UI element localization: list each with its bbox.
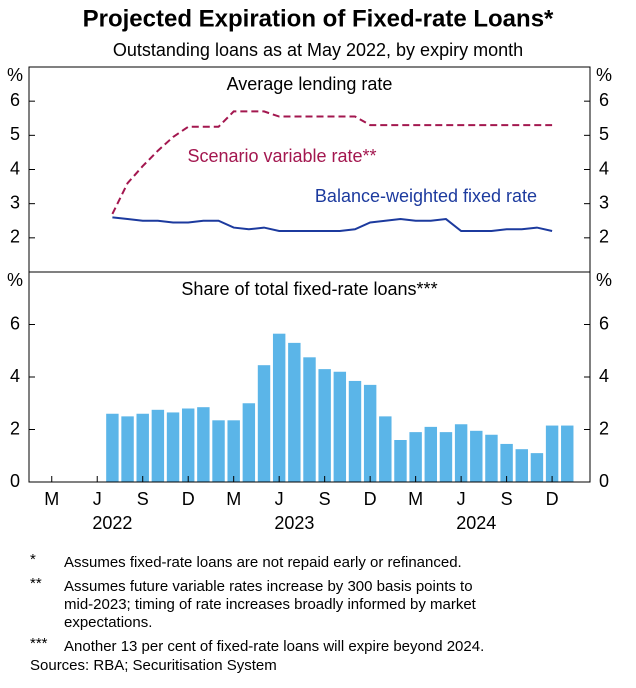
bar xyxy=(318,369,331,482)
footnote-text: mid-2023; timing of rate increases broad… xyxy=(64,596,477,613)
bar xyxy=(470,430,483,482)
y-tick-label: 4 xyxy=(599,158,609,178)
bar xyxy=(545,425,559,482)
bar xyxy=(242,403,256,482)
series-label: Scenario variable rate** xyxy=(187,146,376,166)
footnote-marker: *** xyxy=(30,635,48,652)
bar xyxy=(272,333,286,482)
line-series xyxy=(111,110,553,215)
bar xyxy=(136,413,149,482)
footnote-text: Assumes future variable rates increase b… xyxy=(64,578,473,595)
y-tick-label: 3 xyxy=(599,192,609,212)
x-tick-label: J xyxy=(275,489,284,509)
x-tick-label: M xyxy=(408,489,423,509)
bar xyxy=(121,416,134,482)
x-tick-label: M xyxy=(44,489,59,509)
year-label: 2022 xyxy=(92,513,132,533)
footnote-marker: ** xyxy=(30,575,42,592)
footnote-text: Another 13 per cent of fixed-rate loans … xyxy=(64,638,484,655)
unit-label: % xyxy=(596,65,612,85)
x-tick-label: J xyxy=(93,489,102,509)
y-tick-label: 4 xyxy=(599,366,609,386)
y-tick-label: 2 xyxy=(599,418,609,438)
year-label: 2023 xyxy=(274,513,314,533)
bar xyxy=(515,449,528,482)
bar xyxy=(166,412,180,482)
y-tick-label: 5 xyxy=(10,124,20,144)
bar xyxy=(288,342,301,482)
y-tick-label: 6 xyxy=(10,90,20,110)
x-tick-label: M xyxy=(226,489,241,509)
sources: Sources: RBA; Securitisation System xyxy=(30,657,277,674)
plot-frame xyxy=(28,66,591,483)
x-tick-label: D xyxy=(182,489,195,509)
y-tick-label: 2 xyxy=(599,227,609,247)
bar xyxy=(424,426,438,482)
x-tick-label: S xyxy=(319,489,331,509)
unit-label: % xyxy=(596,270,612,290)
unit-label: % xyxy=(7,65,23,85)
x-tick-label: D xyxy=(546,489,559,509)
x-tick-label: D xyxy=(364,489,377,509)
bar xyxy=(409,432,422,482)
bar xyxy=(454,424,468,482)
unit-label: % xyxy=(7,270,23,290)
bar xyxy=(257,365,271,482)
x-tick-label: S xyxy=(501,489,513,509)
bar xyxy=(363,384,377,482)
bar xyxy=(151,409,165,482)
panel-title: Share of total fixed-rate loans*** xyxy=(181,279,437,299)
bar xyxy=(348,380,362,482)
y-tick-label: 2 xyxy=(10,418,20,438)
y-tick-label: 0 xyxy=(10,471,20,491)
y-tick-label: 3 xyxy=(10,192,20,212)
bar xyxy=(530,453,544,482)
y-tick-label: 0 xyxy=(599,471,609,491)
series-label: Balance-weighted fixed rate xyxy=(315,186,537,206)
bar xyxy=(379,416,392,482)
y-tick-label: 2 xyxy=(10,227,20,247)
bar xyxy=(333,371,347,482)
x-tick-label: J xyxy=(457,489,466,509)
bar xyxy=(500,443,513,482)
line-series xyxy=(112,216,553,232)
footnote-marker: * xyxy=(30,551,36,568)
footnote-text: expectations. xyxy=(64,614,152,631)
footnote-text: Assumes fixed-rate loans are not repaid … xyxy=(64,554,462,571)
y-tick-label: 4 xyxy=(10,366,20,386)
bar xyxy=(181,408,195,482)
bar xyxy=(394,440,407,482)
y-tick-label: 4 xyxy=(10,158,20,178)
chart-title: Projected Expiration of Fixed-rate Loans… xyxy=(83,5,554,32)
x-tick-label: S xyxy=(137,489,149,509)
bar xyxy=(303,357,316,482)
bar xyxy=(197,407,210,482)
panel-title: Average lending rate xyxy=(227,74,393,94)
bar xyxy=(561,425,574,482)
bar xyxy=(485,434,498,482)
chart-subtitle: Outstanding loans as at May 2022, by exp… xyxy=(113,40,523,60)
bar xyxy=(227,420,240,482)
bar xyxy=(106,413,119,482)
bar xyxy=(439,432,453,482)
year-label: 2024 xyxy=(456,513,496,533)
bar xyxy=(212,420,225,482)
y-tick-label: 5 xyxy=(599,124,609,144)
y-tick-label: 6 xyxy=(10,313,20,333)
y-tick-label: 6 xyxy=(599,90,609,110)
y-tick-label: 6 xyxy=(599,313,609,333)
